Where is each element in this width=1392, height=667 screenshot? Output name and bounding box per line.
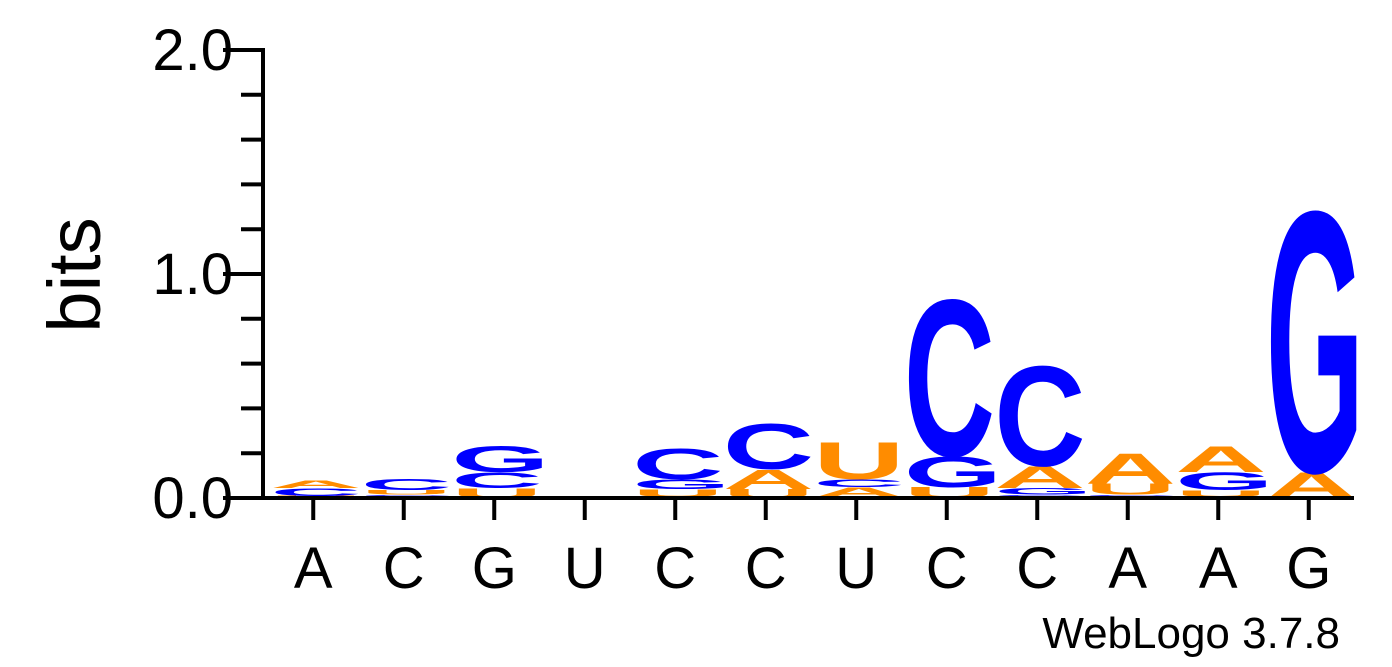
x-tick-label: A (294, 536, 333, 601)
logo-letter-U: U (1085, 481, 1176, 498)
letter-stacks: GUCAAGUCUCGAUGCUACGACUUGCUCGACCGUACUGAAG (270, 135, 1364, 552)
logo-letter-G: G (1085, 494, 1183, 497)
logo-letter-G: G (451, 439, 549, 481)
y-axis-label: bits (33, 217, 116, 332)
logo-letter-C: C (632, 440, 723, 489)
logo-letter-C: C (994, 336, 1085, 496)
y-tick-label: 0.0 (152, 466, 233, 531)
logo-letter-U: U (361, 489, 452, 496)
logo-letter-A: A (270, 478, 361, 490)
position-stack: UAC (723, 410, 814, 500)
x-tick-label: C (654, 536, 696, 601)
position-stack: AUGC (632, 440, 730, 499)
x-tick-label: U (835, 536, 877, 601)
logo-letter-C: C (904, 252, 995, 503)
x-tick-label: G (1286, 536, 1331, 601)
y-tick-label: 1.0 (152, 242, 233, 307)
position-stack: UGC (904, 252, 1002, 503)
logo-letter-U: U (813, 431, 904, 490)
position-stack: UCG (451, 439, 549, 502)
x-tick-label: U (564, 536, 606, 601)
position-stack: GUCA (270, 478, 368, 498)
logo-letter-C: C (813, 477, 904, 489)
x-tick-label: C (745, 536, 787, 601)
logo-letter-U: U (1175, 489, 1266, 499)
logo-letter-C: C (451, 468, 542, 492)
logo-letter-A: A (723, 464, 814, 495)
x-tick-label: C (926, 536, 968, 601)
logo-letter-C: C (994, 494, 1085, 497)
position-stack: GACU (813, 431, 911, 500)
logo-letter-C: C (723, 410, 814, 483)
position-stack: AG (1266, 135, 1364, 552)
logo-letter-G: G (1175, 468, 1273, 496)
logo-letter-A: A (994, 460, 1085, 495)
logo-letter-G: G (361, 494, 459, 497)
logo-letter-A: A (1175, 439, 1266, 481)
position-stack: CUGA (1175, 439, 1273, 499)
logo-letter-G: G (994, 486, 1092, 496)
logo-letter-A: A (1085, 444, 1176, 493)
x-tick-label: A (1108, 536, 1147, 601)
x-tick-label: G (472, 536, 517, 601)
logo-letter-C: C (361, 476, 452, 493)
y-tick-label: 2.0 (152, 18, 233, 83)
logo-letter-G: G (1266, 135, 1364, 552)
x-tick-label: C (383, 536, 425, 601)
logo-letter-C: C (270, 486, 361, 498)
logo-letter-G: G (904, 448, 1002, 497)
y-axis: 0.0 1.0 2.0 (152, 18, 265, 531)
x-tick-label: C (1016, 536, 1058, 601)
position-stack: UCGAC (994, 336, 1092, 498)
x-tick-label: A (1199, 536, 1238, 601)
weblogo-credit: WebLogo 3.7.8 (1042, 609, 1340, 658)
logo-letter-G: G (632, 477, 730, 493)
